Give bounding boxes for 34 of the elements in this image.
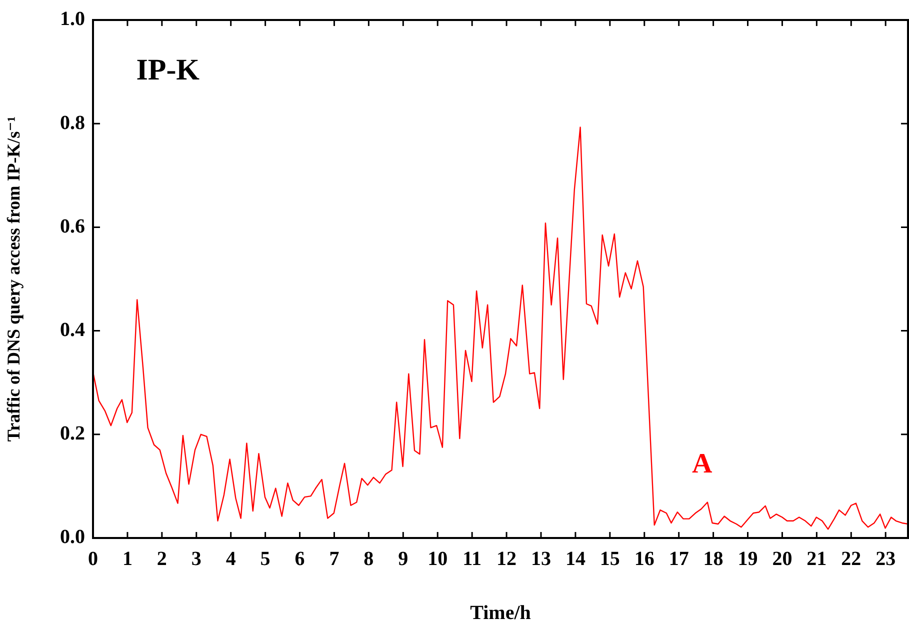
annotation: A	[692, 448, 714, 480]
x-tick-label: 12	[496, 548, 517, 570]
x-tick-label: 4	[226, 548, 236, 570]
x-tick-label: 0	[88, 548, 98, 570]
y-tick-label: 0.4	[60, 318, 85, 341]
x-tick-label: 3	[191, 548, 202, 570]
x-tick-label: 1	[122, 548, 132, 570]
x-tick-label: 2	[156, 548, 167, 570]
y-tick-label: 0.6	[60, 215, 85, 238]
x-tick-label: 15	[600, 548, 620, 570]
y-tick-label: 0.0	[60, 526, 85, 548]
y-axis-title: Traffic of DNS query access from IP-K/s⁻¹	[3, 116, 24, 442]
x-tick-label: 14	[565, 548, 586, 570]
x-tick-label: 21	[806, 548, 827, 570]
x-tick-label: 18	[703, 548, 724, 570]
x-axis-title: Time/h	[470, 602, 531, 624]
x-tick-label: 19	[738, 548, 758, 570]
annotation: IP-K	[136, 54, 200, 87]
y-tick-label: 0.8	[60, 112, 85, 134]
y-tick-label: 1.0	[60, 8, 85, 30]
x-tick-label: 10	[428, 548, 448, 570]
x-tick-label: 7	[329, 548, 340, 570]
x-tick-label: 17	[668, 548, 689, 570]
x-tick-label: 9	[398, 548, 408, 570]
x-tick-label: 8	[364, 548, 374, 570]
x-tick-label: 6	[294, 548, 305, 570]
x-tick-label: 5	[260, 548, 270, 570]
x-tick-label: 23	[876, 548, 896, 570]
y-tick-label: 0.2	[60, 422, 85, 445]
x-tick-label: 11	[462, 548, 482, 570]
x-tick-label: 22	[841, 548, 862, 570]
x-tick-label: 20	[772, 548, 792, 570]
x-tick-label: 13	[530, 548, 551, 570]
x-tick-label: 16	[634, 548, 654, 570]
